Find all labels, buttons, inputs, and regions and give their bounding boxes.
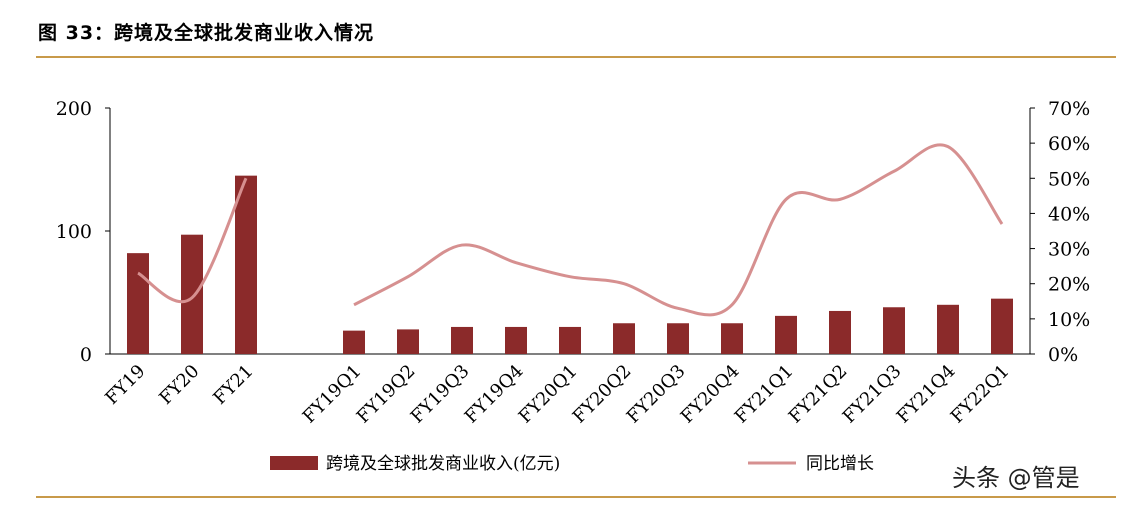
right-axis-tick-label: 50% [1048,168,1090,190]
bar-FY20Q2 [613,323,635,354]
x-tick-label-FY20Q2: FY20Q2 [569,361,636,428]
bar-FY19 [127,253,149,354]
bar-FY20Q1 [559,326,581,354]
x-tick-label-FY20Q1: FY20Q1 [515,361,582,428]
legend: 跨境及全球批发商业收入(亿元) 同比增长 [270,454,874,474]
right-axis-tick-label: 70% [1048,98,1090,120]
bar-FY19Q1 [343,330,365,354]
axes-layer: 0 100 200 0% 10% 20% 30% 40% 50% 60% 70% [56,98,1091,366]
figure-title: 图 33：跨境及全球批发商业收入情况 [38,22,375,44]
x-tick-label-FY21Q2: FY21Q2 [785,361,852,428]
top-rule [36,56,1116,58]
x-tick-label-FY19Q2: FY19Q2 [353,361,420,428]
bar-FY19Q3 [451,326,473,354]
growth-line-group-2 [353,143,1004,317]
bar-FY21Q3 [883,307,905,354]
bar-FY21Q4 [937,304,959,354]
growth-line-group-1 [137,177,248,304]
x-tick-label-FY21Q3: FY21Q3 [839,361,906,428]
bar-FY19Q2 [397,329,419,354]
right-axis-tick-label: 10% [1048,309,1090,331]
x-tick-label-FY21Q4: FY21Q4 [893,361,960,428]
right-axis-tick-label: 30% [1048,239,1090,261]
bar-FY19Q4 [505,326,527,354]
x-tick-label-FY19Q4: FY19Q4 [461,361,528,428]
bottom-rule [36,496,1116,498]
left-axis-tick-label: 200 [56,98,92,120]
bar-FY21Q1 [775,315,797,354]
bar-FY22Q1 [991,298,1013,354]
x-tick-label-FY19Q3: FY19Q3 [407,361,474,428]
left-axis-tick-label: 100 [56,221,92,243]
x-tick-label-FY20Q3: FY20Q3 [623,361,690,428]
bar-FY20 [181,234,203,354]
bars-layer [127,175,1013,354]
legend-bar-swatch [270,456,318,470]
legend-line-label: 同比增长 [806,454,874,474]
x-tick-label-FY20: FY20 [155,361,203,409]
bar-FY20Q3 [667,323,689,354]
bar-FY21 [235,175,257,354]
right-axis-tick-label: 60% [1048,133,1090,155]
x-tick-label-FY19: FY19 [101,361,149,409]
watermark: 头条 @管是 [952,464,1080,492]
x-tick-label-FY21Q1: FY21Q1 [731,361,798,428]
x-tick-label-FY22Q1: FY22Q1 [947,361,1014,428]
bar-FY20Q4 [721,323,743,354]
right-axis-tick-label: 20% [1048,274,1090,296]
x-tick-label-FY20Q4: FY20Q4 [677,361,744,428]
x-tick-label-FY19Q1: FY19Q1 [299,361,366,428]
line-layer [137,143,1004,317]
x-tick-label-FY21: FY21 [209,361,257,409]
right-axis-tick-label: 40% [1048,203,1090,225]
left-axis-tick-label: 0 [80,344,92,366]
right-axis-tick-label: 0% [1048,344,1078,366]
x-tick-labels: FY19 FY20 FY21 FY19Q1FY19Q2FY19Q3FY19Q4FY20… [101,361,1013,428]
bar-FY21Q2 [829,310,851,354]
legend-bar-label: 跨境及全球批发商业收入(亿元) [326,454,560,474]
